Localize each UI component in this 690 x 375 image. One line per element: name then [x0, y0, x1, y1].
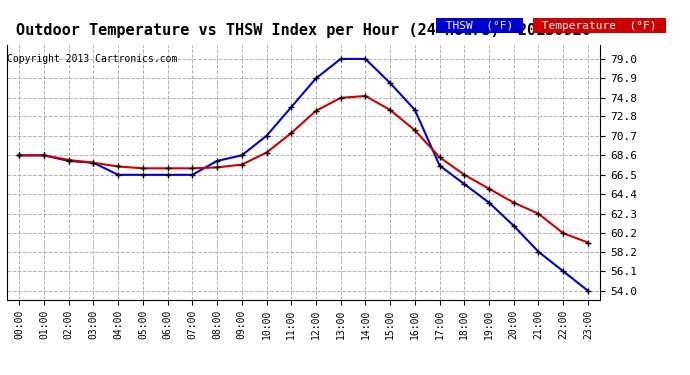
Text: Outdoor Temperature vs THSW Index per Hour (24 Hours)  20130920: Outdoor Temperature vs THSW Index per Ho…	[16, 22, 591, 38]
Text: Copyright 2013 Cartronics.com: Copyright 2013 Cartronics.com	[7, 54, 177, 64]
Text: THSW  (°F): THSW (°F)	[439, 21, 520, 31]
Text: Temperature  (°F): Temperature (°F)	[535, 21, 664, 31]
